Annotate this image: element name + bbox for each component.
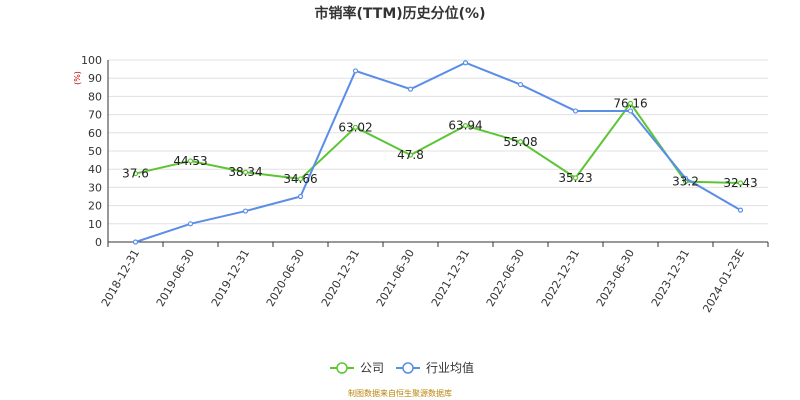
- company-point: [297, 176, 304, 182]
- industry-average-point: [572, 108, 579, 114]
- data-label: 63.02: [338, 120, 372, 134]
- y-tick-label: 70: [88, 109, 102, 122]
- axes: 0 10 20 30 40 50 60 70 80 90 100 2018-12-31 2019-06-…: [81, 54, 769, 315]
- y-tick-label: 50: [88, 145, 102, 158]
- x-tick-label: 2022-06-30: [484, 247, 527, 309]
- data-labels: 37.6 44.53 38.34 34.66 63.02 47.8 63.94 55.08 35…: [122, 96, 758, 190]
- industry-average-point: [352, 68, 359, 74]
- y-tick-label: 0: [95, 236, 102, 249]
- x-tick-label: 2020-12-31: [319, 247, 362, 309]
- data-label: 47.8: [397, 148, 424, 162]
- data-label: 38.34: [228, 165, 262, 179]
- industry-average-point: [737, 207, 744, 213]
- legend-label: 行业均值: [426, 360, 474, 375]
- y-tick-label: 60: [88, 127, 102, 140]
- legend-item-company: 公司: [330, 361, 384, 375]
- industry-average-point: [517, 81, 524, 88]
- legend-marker: [402, 362, 414, 374]
- industry-average-point: [187, 221, 194, 227]
- company-point: [572, 175, 579, 181]
- x-tick-label: 2021-06-30: [374, 247, 417, 309]
- data-label: 34.66: [283, 172, 317, 186]
- company-point: [517, 139, 524, 145]
- y-tick-label: 20: [88, 200, 102, 213]
- legend-item-industry-average: 行业均值: [396, 360, 474, 375]
- x-tick-label: 2024-01-23E: [700, 247, 747, 315]
- x-tick-label: 2018-12-31: [99, 247, 142, 309]
- legend: 公司 行业均值: [330, 360, 474, 375]
- data-label: 37.6: [122, 167, 149, 181]
- gridlines: [108, 59, 768, 225]
- company-point: [132, 170, 139, 177]
- x-tick-label: 2023-12-31: [649, 247, 692, 309]
- source-note: 制图数据来自恒生聚源数据库: [348, 388, 452, 398]
- industry-average-point: [242, 208, 249, 214]
- x-tick-label: 2019-12-31: [209, 247, 252, 309]
- y-tick-label: 30: [88, 181, 102, 194]
- company-point: [407, 152, 414, 158]
- company-point: [187, 158, 194, 164]
- series-line-industry-average: [135, 61, 742, 243]
- x-tick-label: 2023-06-30: [594, 247, 637, 309]
- y-tick-label: 100: [81, 54, 102, 67]
- industry-average-point: [297, 193, 304, 200]
- data-label: 44.53: [173, 154, 207, 168]
- data-label: 76.16: [613, 96, 647, 110]
- industry-average-point: [407, 86, 414, 92]
- x-tick-label: 2021-12-31: [429, 247, 472, 309]
- data-label: 33.2: [672, 175, 699, 189]
- y-tick-label: 40: [88, 163, 102, 176]
- series-line-company: [135, 101, 741, 184]
- company-point: [627, 100, 634, 106]
- industry-average-point: [462, 60, 469, 66]
- y-tick-label: 10: [88, 218, 102, 231]
- legend-label: 公司: [360, 361, 384, 375]
- company-point: [242, 169, 249, 175]
- industry-average-point: [132, 239, 139, 245]
- data-label: 32.43: [723, 176, 757, 190]
- data-label: 55.08: [503, 135, 537, 149]
- company-point: [352, 124, 359, 130]
- x-tick-label: 2020-06-30: [264, 247, 307, 309]
- legend-marker: [336, 362, 348, 374]
- x-tick-label: 2019-06-30: [154, 247, 197, 309]
- industry-average-point: [627, 108, 634, 114]
- y-tick-label: 80: [88, 90, 102, 103]
- industry-average-point: [682, 175, 689, 181]
- data-label: 63.94: [448, 119, 482, 133]
- company-point: [737, 180, 744, 186]
- chart-title: 市销率(TTM)历史分位(%): [315, 5, 486, 22]
- data-label: 35.23: [558, 171, 592, 185]
- y-tick-label: 90: [88, 72, 102, 85]
- x-tick-label: 2022-12-31: [539, 247, 582, 309]
- y-axis-unit: (%): [73, 71, 82, 85]
- series-lines: [132, 60, 744, 245]
- company-point: [462, 123, 469, 129]
